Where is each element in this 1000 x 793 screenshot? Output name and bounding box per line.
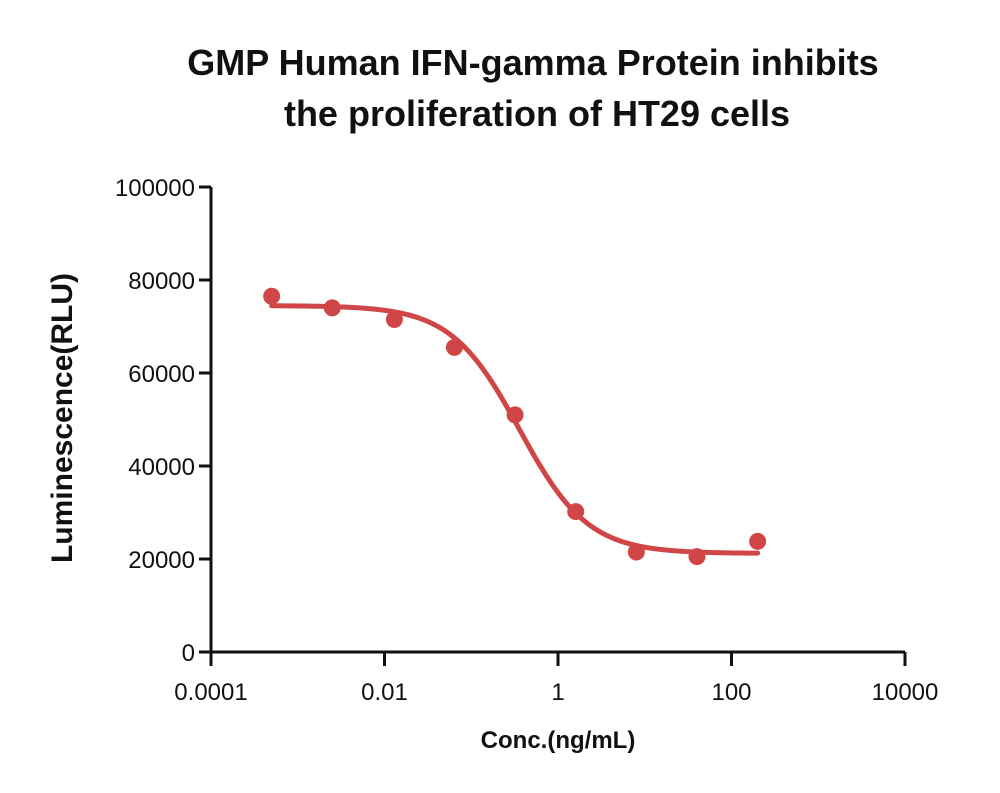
x-tick-label: 0.0001 — [174, 679, 247, 706]
y-axis-label: Luminescence(RLU) — [46, 273, 79, 563]
data-point — [385, 311, 403, 329]
x-tick-label: 100 — [711, 679, 751, 706]
fit-curve — [269, 303, 761, 556]
plot-area: 0 20000 40000 60000 80000 100000 0.0001 0.01 1 10… — [115, 175, 938, 706]
data-point — [506, 406, 524, 424]
data-point — [323, 299, 341, 317]
y-tick-label: 80000 — [128, 268, 195, 295]
y-tick-label: 20000 — [128, 547, 195, 574]
data-point — [688, 548, 706, 566]
y-tick-label: 60000 — [128, 361, 195, 388]
data-point — [445, 338, 463, 356]
x-tick-label: 1 — [551, 679, 564, 706]
chart-title-line-1: GMP Human IFN-gamma Protein inhibits — [187, 42, 878, 83]
chart-title-line-2: the proliferation of HT29 cells — [284, 93, 790, 134]
y-tick-label: 100000 — [115, 175, 195, 202]
y-tick-label: 40000 — [128, 454, 195, 481]
data-point — [567, 503, 585, 521]
data-point — [627, 543, 645, 561]
y-tick-label: 0 — [182, 640, 195, 667]
data-point — [749, 532, 767, 550]
x-tick-label: 0.01 — [361, 679, 408, 706]
data-point — [263, 287, 281, 305]
x-axis-label: Conc.(ng/mL) — [481, 727, 636, 754]
x-tick-label: 10000 — [872, 679, 939, 706]
